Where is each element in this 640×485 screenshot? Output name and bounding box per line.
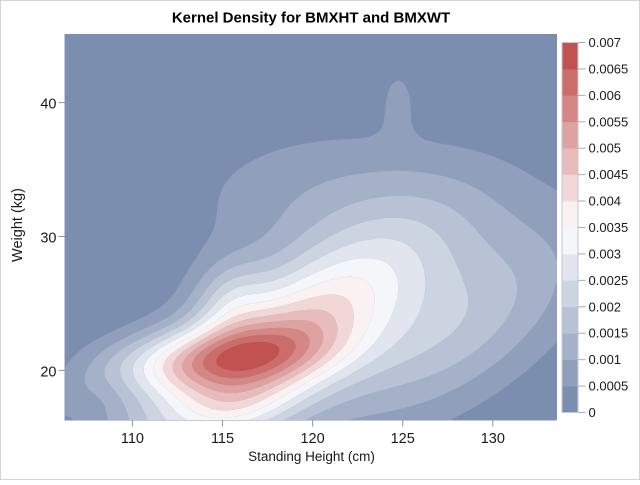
svg-text:0.003: 0.003 xyxy=(589,246,622,261)
svg-text:0.006: 0.006 xyxy=(589,88,622,103)
svg-text:0.0045: 0.0045 xyxy=(589,167,629,182)
svg-text:Weight (kg): Weight (kg) xyxy=(10,188,26,262)
svg-text:20: 20 xyxy=(40,364,56,380)
svg-text:0.004: 0.004 xyxy=(589,194,622,209)
svg-text:30: 30 xyxy=(40,231,56,247)
svg-text:Kernel Density for BMXHT and B: Kernel Density for BMXHT and BMXWT xyxy=(172,9,450,26)
svg-text:0: 0 xyxy=(589,405,596,420)
svg-text:0.0035: 0.0035 xyxy=(589,220,629,235)
svg-text:0.0015: 0.0015 xyxy=(589,326,629,341)
svg-text:125: 125 xyxy=(391,431,415,447)
svg-text:40: 40 xyxy=(40,97,56,113)
svg-text:0.001: 0.001 xyxy=(589,352,622,367)
svg-text:0.007: 0.007 xyxy=(589,35,622,50)
svg-text:110: 110 xyxy=(121,431,144,447)
svg-text:0.0005: 0.0005 xyxy=(589,379,629,394)
svg-text:0.002: 0.002 xyxy=(589,299,622,314)
svg-text:120: 120 xyxy=(300,431,324,447)
svg-text:0.005: 0.005 xyxy=(589,141,622,156)
svg-text:115: 115 xyxy=(211,431,234,447)
svg-text:0.0055: 0.0055 xyxy=(589,114,629,129)
svg-text:0.0025: 0.0025 xyxy=(589,273,629,288)
svg-text:0.0065: 0.0065 xyxy=(589,61,629,76)
svg-text:Standing Height (cm): Standing Height (cm) xyxy=(248,449,375,464)
svg-text:130: 130 xyxy=(481,431,505,447)
